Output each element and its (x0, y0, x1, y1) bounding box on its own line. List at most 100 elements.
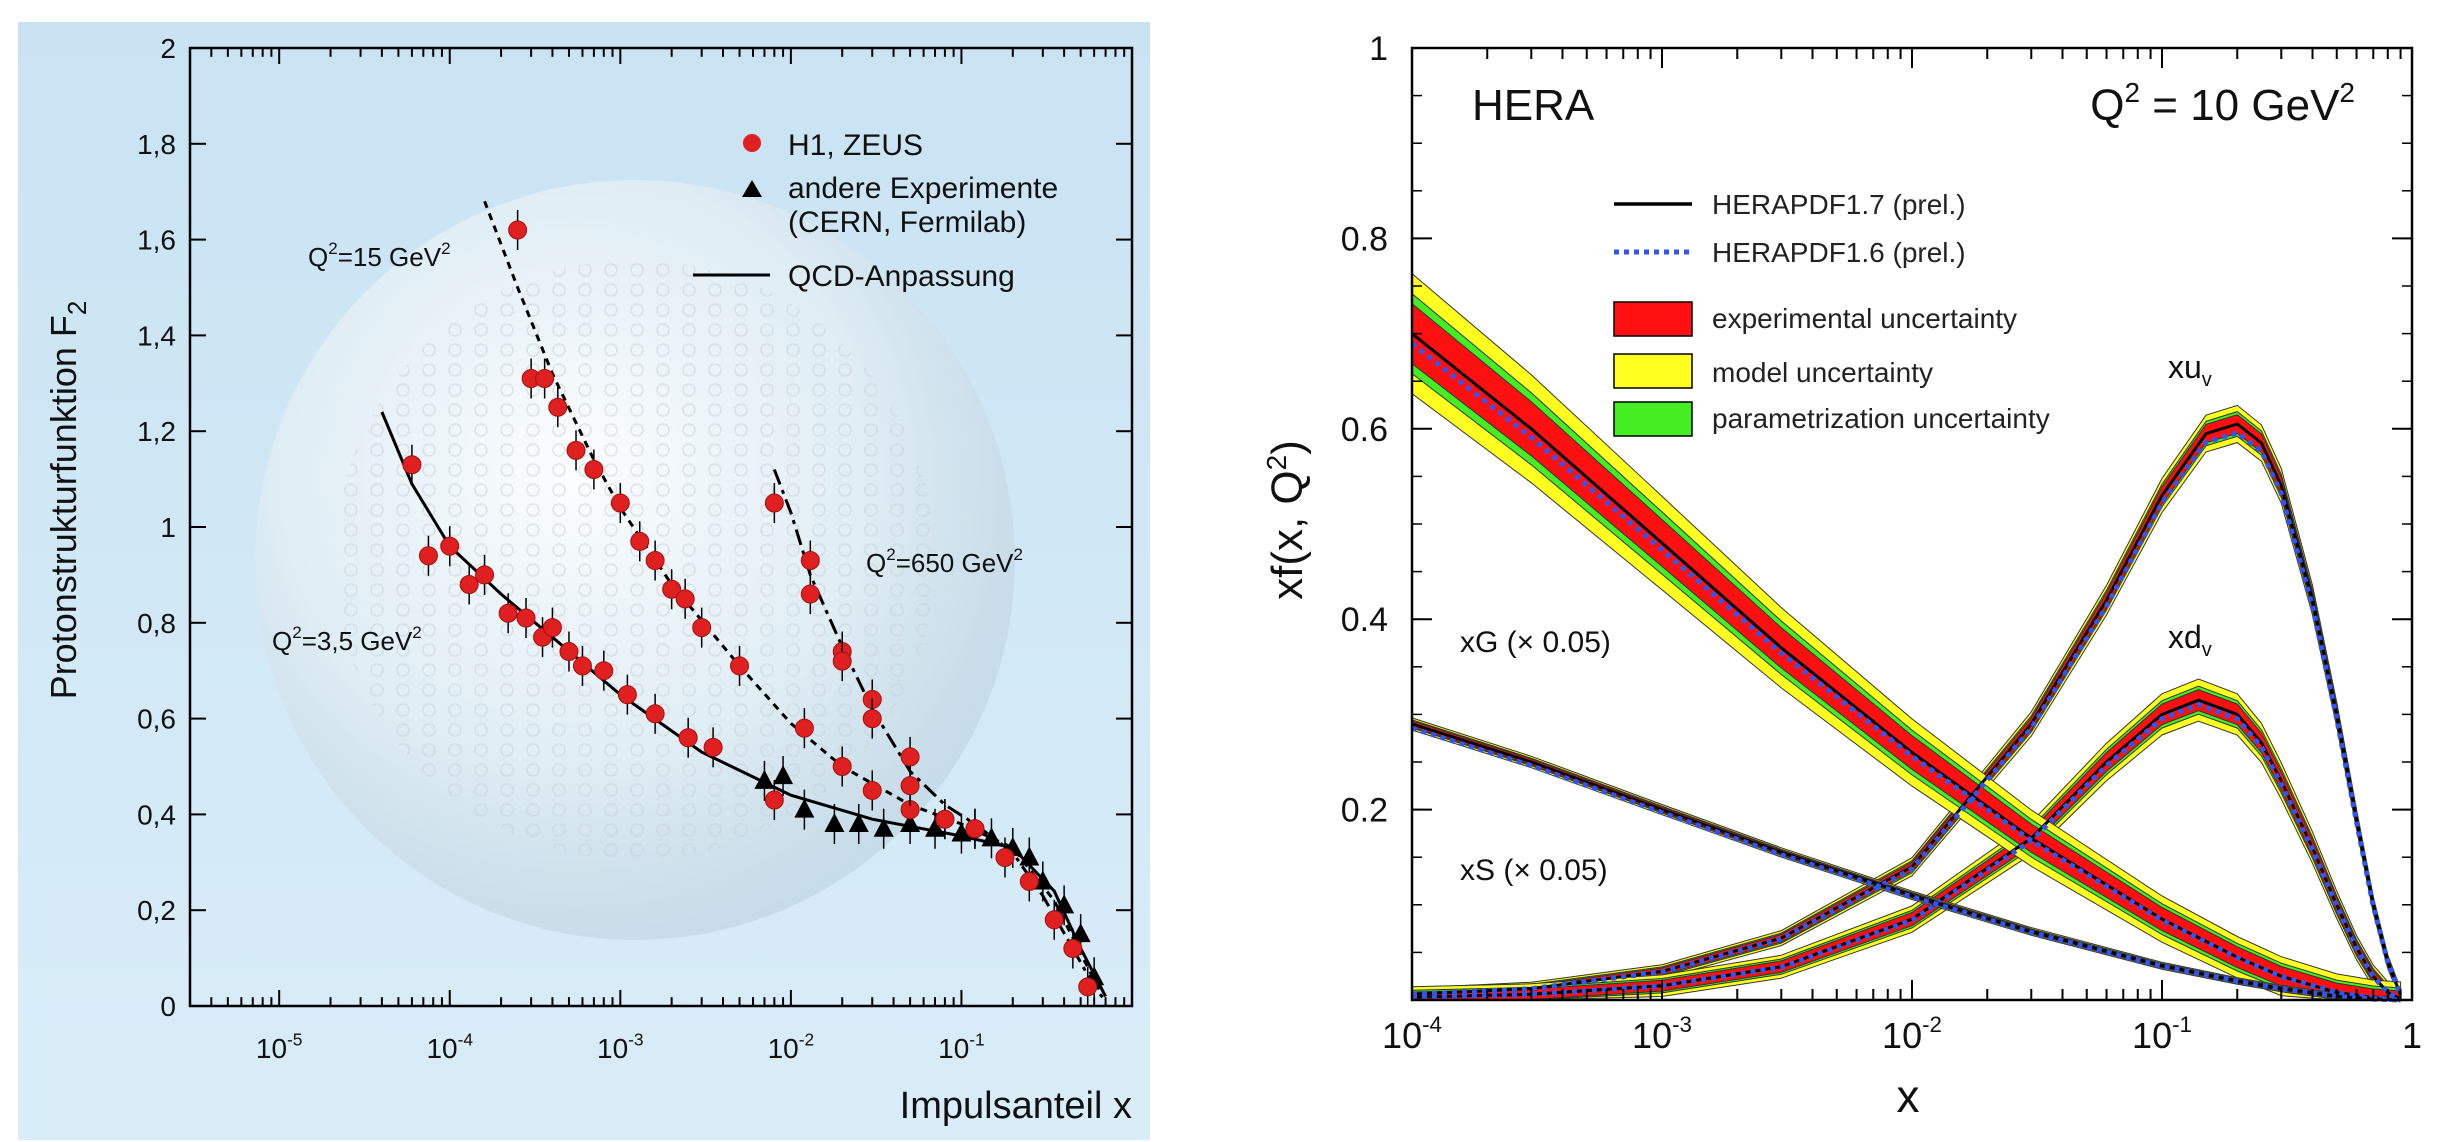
legend-box-experimental (1613, 301, 1693, 337)
other-experiment-point (981, 827, 1002, 847)
h1-zeus-point (610, 493, 630, 513)
x-tick-label-base: 10 (768, 1033, 799, 1064)
curve-label-xuv: xuv (2168, 349, 2212, 391)
x-tick-label-base: 10 (2132, 1015, 2172, 1056)
h1-zeus-point (1063, 939, 1083, 959)
x-tick-label-exponent: -1 (969, 1029, 984, 1049)
curve-label-xg: xG (× 0.05) (1460, 626, 1611, 659)
h1-zeus-point (535, 369, 555, 389)
h1-zeus-point (794, 718, 814, 738)
legend-label-qcd: QCD-Anpassung (788, 260, 1015, 293)
x-tick-label-base: 10 (1382, 1015, 1422, 1056)
right-title-hera: HERA (1472, 81, 1595, 130)
x-tick-label: 10-1 (2132, 1012, 2192, 1056)
h1-zeus-point (764, 493, 784, 513)
y-tick-label: 2 (160, 33, 176, 64)
x-tick-label-exponent: -2 (799, 1029, 814, 1049)
h1-zeus-point (862, 780, 882, 800)
herapdf16-curve (1411, 701, 2402, 1002)
h1-zeus-point (832, 651, 852, 671)
h1-zeus-point (498, 603, 518, 623)
right-y-axis-label: xf(x, Q2) (1261, 440, 1312, 600)
y-tick-label: 1,2 (137, 416, 176, 447)
h1-zeus-point (572, 656, 592, 676)
right-legend: HERAPDF1.7 (prel.) HERAPDF1.6 (prel.) ex… (1613, 189, 2050, 437)
x-tick-label-exponent: -4 (458, 1029, 474, 1049)
x-tick-label: 10-3 (1632, 1012, 1692, 1056)
y-tick-label: 0.2 (1341, 792, 1388, 830)
legend-label-model: model uncertainty (1712, 357, 1933, 388)
h1-zeus-point (703, 737, 723, 757)
h1-zeus-point (516, 608, 536, 628)
h1-zeus-point (566, 440, 586, 460)
right-curves (1410, 332, 2403, 1003)
other-experiment-point (824, 812, 845, 832)
left-legend: H1, ZEUS andere Experimente (CERN, Fermi… (693, 129, 1058, 293)
y-tick-label: 1,8 (137, 129, 176, 160)
x-tick-label: 10-2 (768, 1029, 815, 1064)
other-experiment-point (794, 798, 815, 818)
legend-label-parametrization: parametrization uncertainty (1712, 403, 2050, 434)
other-experiment-point (873, 817, 894, 837)
h1-zeus-point (475, 565, 495, 585)
legend-label-experimental: experimental uncertainty (1712, 303, 2017, 334)
y-tick-label: 0,8 (137, 608, 176, 639)
other-experiment-point (925, 817, 946, 837)
h1-zeus-point (440, 536, 460, 556)
legend-label-h1zeus: H1, ZEUS (788, 129, 923, 162)
x-tick-label-exponent: -3 (628, 1029, 643, 1049)
h1-zeus-point (935, 809, 955, 829)
y-tick-label: 1 (160, 512, 176, 543)
h1-zeus-point (459, 574, 479, 594)
right-axis-ticks: 10.80.60.40.210-4 10-3 10-2 10-1 1 (1341, 30, 2422, 1056)
legend-label-other-sub: (CERN, Fermilab) (788, 206, 1026, 239)
h1-zeus-point (900, 776, 920, 796)
h1-zeus-point (862, 709, 882, 729)
y-tick-label: 0,6 (137, 704, 176, 735)
legend-box-model (1613, 353, 1693, 389)
other-experiment-point (1070, 923, 1091, 943)
other-experiment-point (1054, 894, 1075, 914)
curve-label-xs: xS (× 0.05) (1460, 854, 1608, 887)
h1-zeus-point (594, 661, 614, 681)
y-tick-label: 0.4 (1341, 601, 1388, 639)
other-experiment-point (1019, 846, 1040, 866)
h1-zeus-point (800, 551, 820, 571)
h1-zeus-point (764, 790, 784, 810)
left-points (402, 210, 1105, 1007)
legend-triangle-marker (742, 180, 762, 197)
h1-zeus-point (678, 728, 698, 748)
h1-zeus-point (995, 848, 1015, 868)
y-tick-label: 0.8 (1341, 220, 1388, 258)
h1-zeus-point (1078, 977, 1098, 997)
h1-zeus-point (559, 642, 579, 662)
x-tick-label-exponent: -5 (287, 1029, 302, 1049)
h1-zeus-point (662, 579, 682, 599)
x-tick-label-base: 10 (1632, 1015, 1672, 1056)
left-y-axis-label: Protonstrukturfunktion F2 (43, 301, 92, 700)
x-tick-label-base: 10 (938, 1033, 969, 1064)
x-tick-label: 10-1 (938, 1029, 985, 1064)
gluon-pattern (335, 260, 935, 860)
h1-zeus-point (675, 589, 695, 609)
h1-zeus-point (900, 747, 920, 767)
h1-zeus-point (965, 819, 985, 839)
pdf-panel: 10.80.60.40.210-4 10-3 10-2 10-1 1 HERA Q2 =… (1261, 30, 2422, 1122)
x-tick-label-base: 10 (1882, 1015, 1922, 1056)
x-tick-label-exponent: -3 (1672, 1012, 1692, 1037)
y-tick-label: 1,6 (137, 225, 176, 256)
right-x-axis-label: x (1897, 1070, 1920, 1122)
h1-zeus-point (730, 656, 750, 676)
y-tick-label: 0,4 (137, 799, 176, 830)
h1-zeus-point (800, 584, 820, 604)
right-title-q2: Q2 = 10 GeV2 (2090, 77, 2355, 130)
h1-zeus-point (617, 685, 637, 705)
legend-box-parametrization (1613, 401, 1693, 437)
y-tick-label: 0 (160, 991, 176, 1022)
x-tick-label-base: 10 (426, 1033, 457, 1064)
curve-label-xdv: xdv (2168, 619, 2212, 661)
herapdf16-curve (1411, 725, 2401, 1003)
